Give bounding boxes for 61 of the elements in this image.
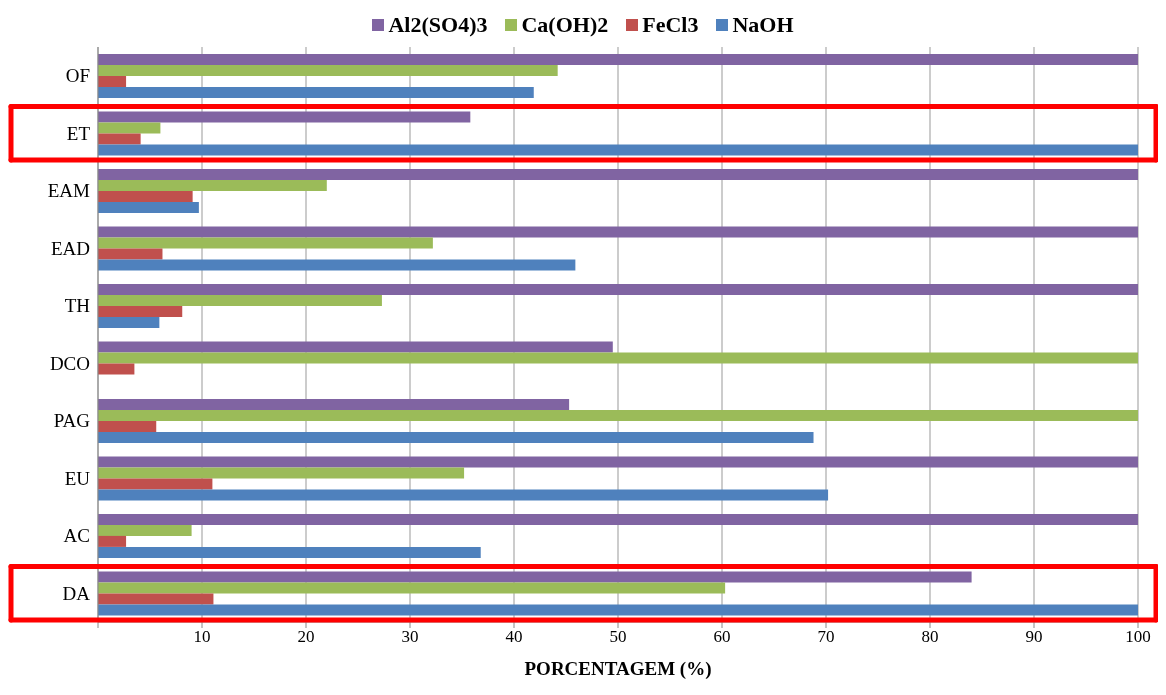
y-tick-label: ET xyxy=(66,123,91,144)
bar xyxy=(98,478,213,490)
bar xyxy=(98,122,161,134)
bar xyxy=(98,283,1138,295)
bar xyxy=(98,53,1138,65)
bar xyxy=(98,75,127,87)
bar xyxy=(98,535,127,547)
x-tick-label: 40 xyxy=(505,627,523,647)
x-tick-label: 80 xyxy=(921,627,939,647)
bar xyxy=(98,409,1138,421)
bar xyxy=(98,294,382,306)
y-tick-label: OF xyxy=(65,65,90,87)
bar xyxy=(98,86,534,98)
bar xyxy=(98,489,829,501)
bar xyxy=(98,305,183,317)
bar xyxy=(98,456,1138,468)
legend-label: FeCl3 xyxy=(642,12,699,38)
bar xyxy=(98,316,160,328)
legend-label: Al2(SO4)3 xyxy=(388,12,488,38)
bar xyxy=(98,398,570,410)
x-tick-label: 100 xyxy=(1125,627,1151,647)
bar xyxy=(98,179,327,191)
x-axis-title: PORCENTAGEM (%) xyxy=(524,658,712,680)
y-tick-label: EU xyxy=(64,467,91,489)
bar xyxy=(98,431,814,443)
legend-label: NaOH xyxy=(732,12,794,38)
bar xyxy=(98,133,141,145)
bar xyxy=(98,248,163,260)
bar xyxy=(98,352,1138,364)
x-tick-label: 70 xyxy=(817,627,835,647)
bar xyxy=(98,363,135,375)
bar xyxy=(98,111,471,123)
bar xyxy=(98,546,481,558)
x-tick-label: 50 xyxy=(609,627,627,647)
y-tick-label: PAG xyxy=(53,410,91,432)
bar xyxy=(98,467,465,479)
bar xyxy=(98,582,726,594)
bar xyxy=(98,513,1138,525)
x-tick-label: 30 xyxy=(401,627,419,647)
bar xyxy=(98,201,199,213)
bar xyxy=(98,259,576,271)
legend-label: Ca(OH)2 xyxy=(521,12,609,38)
bar xyxy=(98,593,214,605)
bar xyxy=(98,190,193,202)
bar xyxy=(98,64,558,76)
bar xyxy=(98,237,433,249)
bar xyxy=(98,341,613,353)
y-tick-label: TH xyxy=(64,295,91,317)
bar xyxy=(98,226,1138,238)
x-tick-label: 10 xyxy=(193,627,211,647)
y-tick-label: EAD xyxy=(50,237,90,259)
y-tick-label: DA xyxy=(62,582,91,604)
y-tick-label: DCO xyxy=(49,352,90,374)
x-tick-label: 20 xyxy=(297,627,315,647)
bar xyxy=(98,168,1138,180)
y-tick-label: EAM xyxy=(47,180,91,202)
bar xyxy=(98,524,192,536)
x-tick-label: 90 xyxy=(1025,627,1043,647)
x-tick-label: 60 xyxy=(713,627,731,647)
bar xyxy=(98,420,157,432)
y-tick-label: AC xyxy=(63,525,90,547)
